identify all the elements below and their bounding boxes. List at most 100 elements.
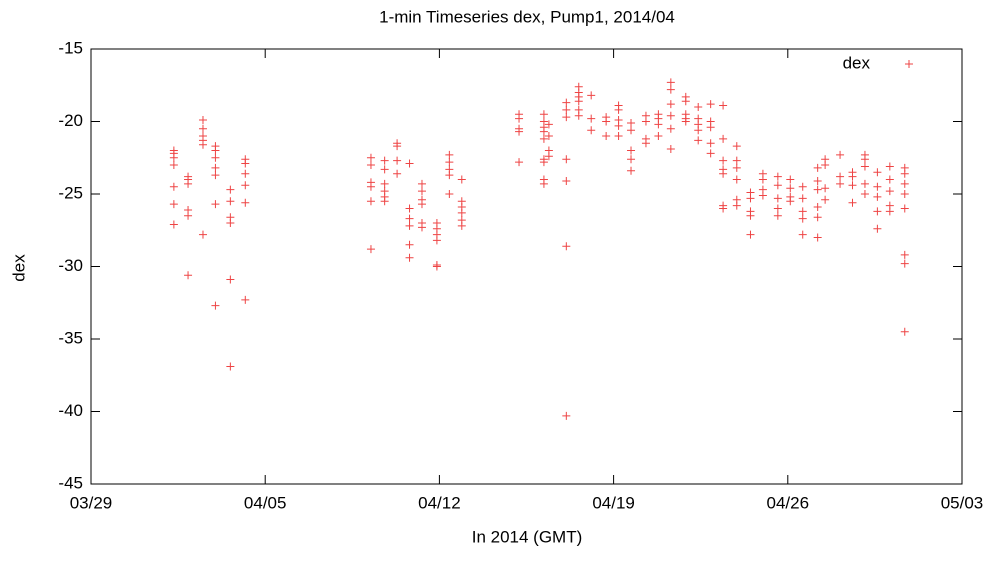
data-point (666, 111, 675, 120)
data-point (544, 132, 553, 140)
data-point (198, 124, 207, 133)
data-point (627, 118, 636, 127)
data-point (627, 146, 636, 155)
data-point (773, 194, 782, 203)
data-point (860, 190, 869, 198)
data-point (393, 142, 402, 151)
data-point (746, 194, 755, 203)
data-point (226, 362, 235, 371)
data-point (562, 411, 571, 420)
data-point (457, 175, 466, 184)
data-point (211, 301, 220, 310)
data-point (786, 184, 795, 193)
data-point (614, 105, 623, 114)
data-point (900, 190, 909, 198)
data-point (900, 204, 909, 213)
data-point (544, 152, 553, 161)
data-point (574, 111, 583, 120)
data-point (169, 200, 178, 209)
data-point (821, 184, 830, 193)
data-point (848, 198, 857, 207)
data-point (732, 163, 741, 172)
data-point (627, 155, 636, 164)
data-point (654, 132, 663, 140)
data-point (169, 182, 178, 191)
data-point (562, 176, 571, 185)
data-point (885, 207, 894, 216)
data-point (666, 124, 675, 133)
data-point (544, 120, 553, 129)
data-point (885, 187, 894, 196)
data-point (836, 172, 845, 181)
data-point (836, 150, 845, 159)
data-point (562, 105, 571, 114)
data-point (405, 204, 414, 213)
data-point (813, 233, 822, 242)
data-point (732, 156, 741, 165)
data-point (758, 175, 767, 184)
data-point (773, 172, 782, 181)
data-point (706, 149, 715, 158)
data-point (587, 126, 596, 135)
data-point (445, 171, 454, 180)
data-point (169, 153, 178, 162)
data-point (602, 117, 611, 126)
data-point (694, 126, 703, 135)
data-point (405, 214, 414, 223)
x-tick-label: 04/12 (418, 493, 461, 512)
data-point (198, 116, 207, 125)
data-point (719, 204, 728, 213)
data-point (241, 159, 250, 168)
data-point (873, 224, 882, 233)
data-point (226, 197, 235, 206)
data-point (666, 78, 675, 87)
data-point (848, 181, 857, 190)
y-axis-label: dex (9, 254, 28, 282)
data-point (773, 204, 782, 213)
data-point (900, 169, 909, 178)
data-point (226, 185, 235, 194)
data-point (885, 175, 894, 184)
data-point (681, 97, 690, 106)
data-point (773, 211, 782, 220)
data-point (860, 155, 869, 164)
data-point (732, 201, 741, 210)
data-point (654, 120, 663, 129)
data-point (873, 182, 882, 191)
data-point (719, 101, 728, 110)
data-point (798, 207, 807, 216)
data-point (798, 214, 807, 223)
data-point (873, 192, 882, 201)
data-point (900, 179, 909, 188)
data-point (627, 126, 636, 135)
data-point (515, 127, 524, 136)
data-point (432, 262, 441, 271)
data-point (641, 117, 650, 126)
data-point (380, 179, 389, 188)
chart-title: 1-min Timeseries dex, Pump1, 2014/04 (379, 7, 675, 26)
x-tick-label: 03/29 (70, 493, 113, 512)
data-point (602, 132, 611, 140)
data-point (813, 203, 822, 212)
data-point (860, 162, 869, 171)
data-point (417, 223, 426, 232)
data-point (860, 179, 869, 188)
data-point (900, 259, 909, 268)
data-point (900, 327, 909, 336)
data-point (445, 158, 454, 167)
data-point (184, 179, 193, 188)
data-point (539, 127, 548, 136)
data-point (515, 114, 524, 123)
data-point (539, 110, 548, 119)
data-point (813, 176, 822, 185)
data-point (226, 275, 235, 284)
legend-label: dex (843, 53, 871, 72)
data-point (719, 169, 728, 178)
data-point (184, 211, 193, 220)
data-point (417, 187, 426, 196)
data-point (380, 156, 389, 165)
data-point (773, 181, 782, 190)
legend-marker (905, 60, 913, 68)
data-point (211, 146, 220, 155)
data-point (393, 156, 402, 165)
